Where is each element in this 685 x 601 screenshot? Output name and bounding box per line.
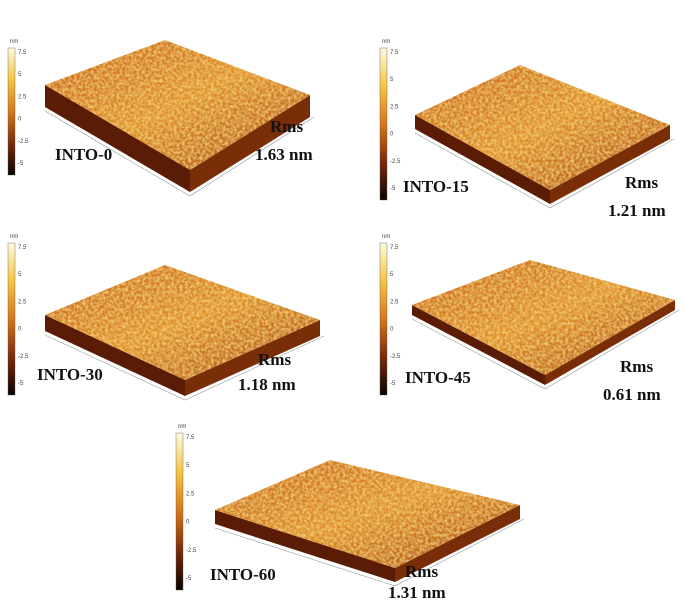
colorbar-tick: 7.5 <box>186 435 195 441</box>
colorbar-tick: -2.5 <box>390 159 401 165</box>
rms-label: Rms <box>625 173 658 192</box>
rms-value: 1.31 nm <box>388 583 446 601</box>
colorbar-unit: nm <box>10 234 18 240</box>
colorbar-tick: 2.5 <box>18 94 27 100</box>
sample-label: INTO-15 <box>403 177 469 196</box>
afm-panel: nm7.5 5 2.5 0 -2.5 -5 INTO-30 Rms 1.18 nm <box>7 234 325 401</box>
colorbar-tick: 0 <box>186 520 190 526</box>
surface-side <box>215 510 395 582</box>
colorbar-tick: 0 <box>390 132 394 138</box>
sample-label: INTO-30 <box>37 365 103 384</box>
rms-label: Rms <box>405 562 438 581</box>
axis-frame <box>44 334 325 401</box>
afm-surface <box>45 265 320 380</box>
colorbar-tick: -2.5 <box>18 354 29 360</box>
colorbar-tick: 2.5 <box>18 299 27 305</box>
sample-label: INTO-60 <box>210 565 276 584</box>
colorbar-tick: 5 <box>390 77 394 83</box>
surface-side <box>550 125 670 204</box>
surface-side <box>190 95 310 192</box>
colorbar-tick: -2.5 <box>390 354 401 360</box>
colorbar-tick: -2.5 <box>186 548 197 554</box>
sample-label: INTO-0 <box>55 145 112 164</box>
colorbar-tick: 7.5 <box>18 50 27 56</box>
colorbar-tick: 0 <box>18 117 22 123</box>
afm-surface <box>412 260 675 375</box>
surface-side <box>395 505 520 582</box>
colorbar-tick: 5 <box>18 272 22 278</box>
rms-label: Rms <box>270 117 303 136</box>
sample-label: INTO-45 <box>405 368 471 387</box>
colorbar-unit: nm <box>382 39 390 45</box>
colorbar-tick: -5 <box>18 161 24 167</box>
surface-side <box>415 115 550 204</box>
colorbar-tick: 7.5 <box>390 50 399 56</box>
axis-frame <box>44 110 315 197</box>
axis-frame <box>214 518 525 587</box>
colorbar-tick: 7.5 <box>390 245 399 251</box>
surface-side <box>45 315 185 396</box>
colorbar-tick: 2.5 <box>390 299 399 305</box>
surface-side <box>185 320 320 396</box>
colorbar <box>379 242 388 396</box>
afm-surface <box>45 40 310 170</box>
colorbar-unit: nm <box>10 39 18 45</box>
rms-value: 1.63 nm <box>255 145 313 164</box>
colorbar-tick: -5 <box>390 186 396 192</box>
colorbar-tick: 7.5 <box>18 245 27 251</box>
colorbar-tick: 0 <box>18 327 22 333</box>
colorbar-tick: 5 <box>18 72 22 78</box>
colorbar-tick: -5 <box>18 381 24 387</box>
colorbar-tick: 0 <box>390 327 394 333</box>
colorbar-tick: 2.5 <box>390 104 399 110</box>
surface-side <box>45 85 190 192</box>
colorbar-tick: -2.5 <box>18 139 29 145</box>
colorbar <box>175 432 184 591</box>
rms-value: 0.61 nm <box>603 385 661 404</box>
colorbar-tick: 5 <box>390 272 394 278</box>
afm-panel: nm7.5 5 2.5 0 -2.5 -5 INTO-60 Rms 1.31 nm <box>175 424 525 601</box>
afm-surface <box>415 65 670 190</box>
axis-frame <box>414 132 675 209</box>
colorbar-unit: nm <box>382 234 390 240</box>
colorbar-tick: 2.5 <box>186 491 195 497</box>
rms-value: 1.18 nm <box>238 375 296 394</box>
colorbar-tick: -5 <box>390 381 396 387</box>
surface-side <box>412 305 545 385</box>
colorbar <box>7 242 16 396</box>
afm-panel: nm7.5 5 2.5 0 -2.5 -5 INTO-15 Rms 1.21 nm <box>379 39 675 220</box>
afm-surface <box>215 460 520 568</box>
rms-label: Rms <box>258 350 291 369</box>
colorbar <box>379 47 388 201</box>
rms-label: Rms <box>620 357 653 376</box>
surface-side <box>545 300 675 385</box>
colorbar-tick: -5 <box>186 576 192 582</box>
colorbar-tick: 5 <box>186 463 190 469</box>
axis-frame <box>411 309 680 390</box>
rms-value: 1.21 nm <box>608 201 666 220</box>
afm-panel: nm7.5 5 2.5 0 -2.5 -5 INTO-0 Rms 1.63 nm <box>7 39 315 197</box>
afm-panel: nm7.5 5 2.5 0 -2.5 -5 INTO-45 Rms 0.61 nm <box>379 234 680 404</box>
colorbar <box>7 47 16 176</box>
colorbar-unit: nm <box>178 424 186 430</box>
